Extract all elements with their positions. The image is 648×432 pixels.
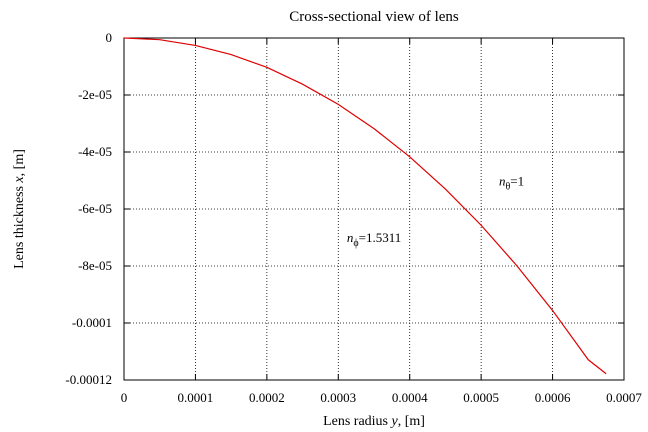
x-tick-label: 0.0001 xyxy=(178,390,214,405)
x-tick-label: 0.0005 xyxy=(463,390,499,405)
y-tick-label: 0 xyxy=(106,30,113,45)
x-tick-label: 0.0007 xyxy=(606,390,642,405)
y-tick-label: -4e-05 xyxy=(78,144,112,159)
refractive-index-annotation: nϕ=1.5311 xyxy=(347,230,401,249)
y-axis-label: Lens thickness x, [m] xyxy=(12,149,27,269)
y-tick-label: -0.0001 xyxy=(72,315,112,330)
series-line xyxy=(123,37,607,375)
x-tick-label: 0.0003 xyxy=(320,390,356,405)
y-tick-label: -2e-05 xyxy=(78,87,112,102)
series xyxy=(123,37,607,375)
x-tick-label: 0.0006 xyxy=(535,390,571,405)
y-tick-label: -8e-05 xyxy=(78,258,112,273)
chart-title: Cross-sectional view of lens xyxy=(289,9,459,25)
y-tick-label: -0.00012 xyxy=(65,372,112,387)
x-tick-label: 0.0004 xyxy=(392,390,428,405)
x-tick-label: 0.0002 xyxy=(249,390,285,405)
y-tick-label: -6e-05 xyxy=(78,201,112,216)
annotations: nθ=1 nϕ=1.5311 xyxy=(347,174,524,249)
refractive-index-annotation: nθ=1 xyxy=(499,174,524,193)
x-tick-label: 0 xyxy=(121,390,128,405)
x-axis-label: Lens radius y, [m] xyxy=(323,414,425,429)
tick-labels: 0 0.0001 0.0002 0.0003 0.0004 0.0005 0.0006 0.0… xyxy=(65,30,642,405)
grid xyxy=(124,38,624,380)
axis-ticks xyxy=(123,37,625,381)
